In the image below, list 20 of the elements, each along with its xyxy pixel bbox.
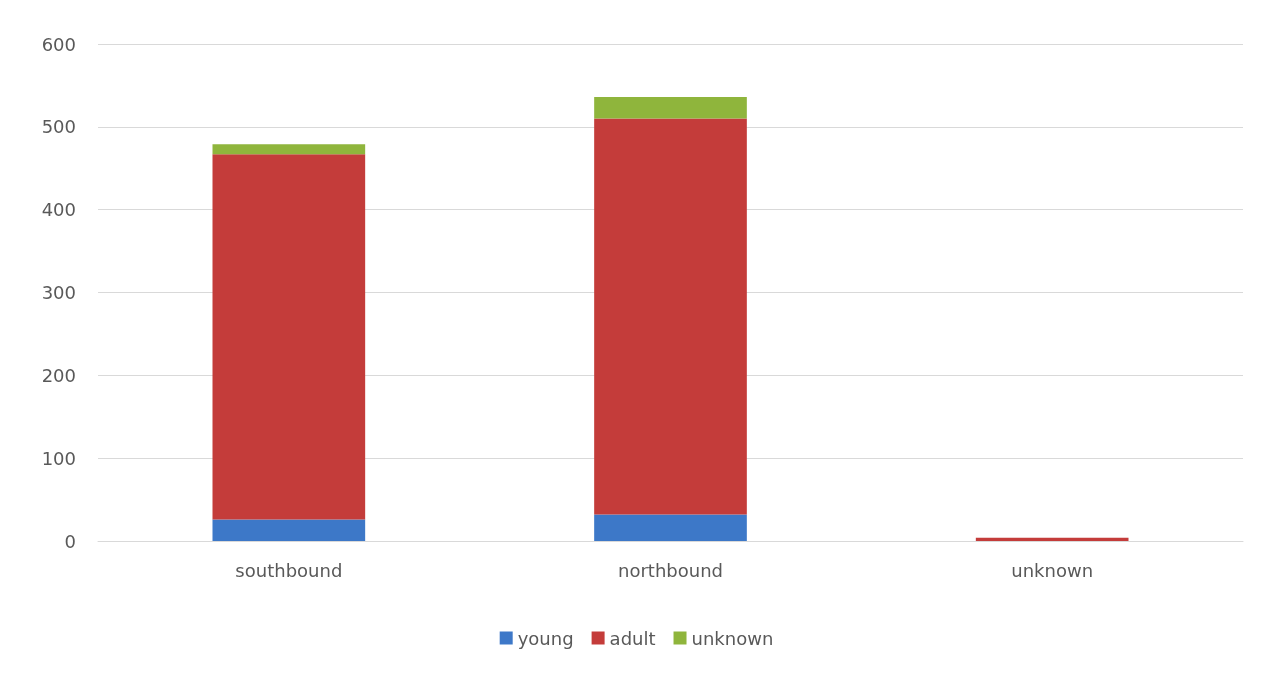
legend-label: young <box>517 627 574 649</box>
y-tick-label: 200 <box>41 364 76 386</box>
x-tick-label: northbound <box>618 559 723 581</box>
legend-label: adult <box>609 627 656 649</box>
bar <box>212 519 366 541</box>
bar <box>212 144 366 155</box>
x-tick-label: unknown <box>1011 559 1094 581</box>
bar <box>594 118 747 515</box>
bar <box>594 514 747 541</box>
y-tick-label: 600 <box>41 33 76 55</box>
x-tick-label: southbound <box>235 559 343 581</box>
y-tick-label: 0 <box>64 530 76 552</box>
y-tick-label: 300 <box>41 282 76 303</box>
bar <box>594 97 747 119</box>
bar <box>975 537 1129 541</box>
y-tick-label: 400 <box>41 199 76 221</box>
bar <box>212 154 366 520</box>
legend-label: unknown <box>691 627 774 649</box>
y-tick-label: 100 <box>41 447 76 469</box>
y-tick-label: 500 <box>41 116 76 138</box>
